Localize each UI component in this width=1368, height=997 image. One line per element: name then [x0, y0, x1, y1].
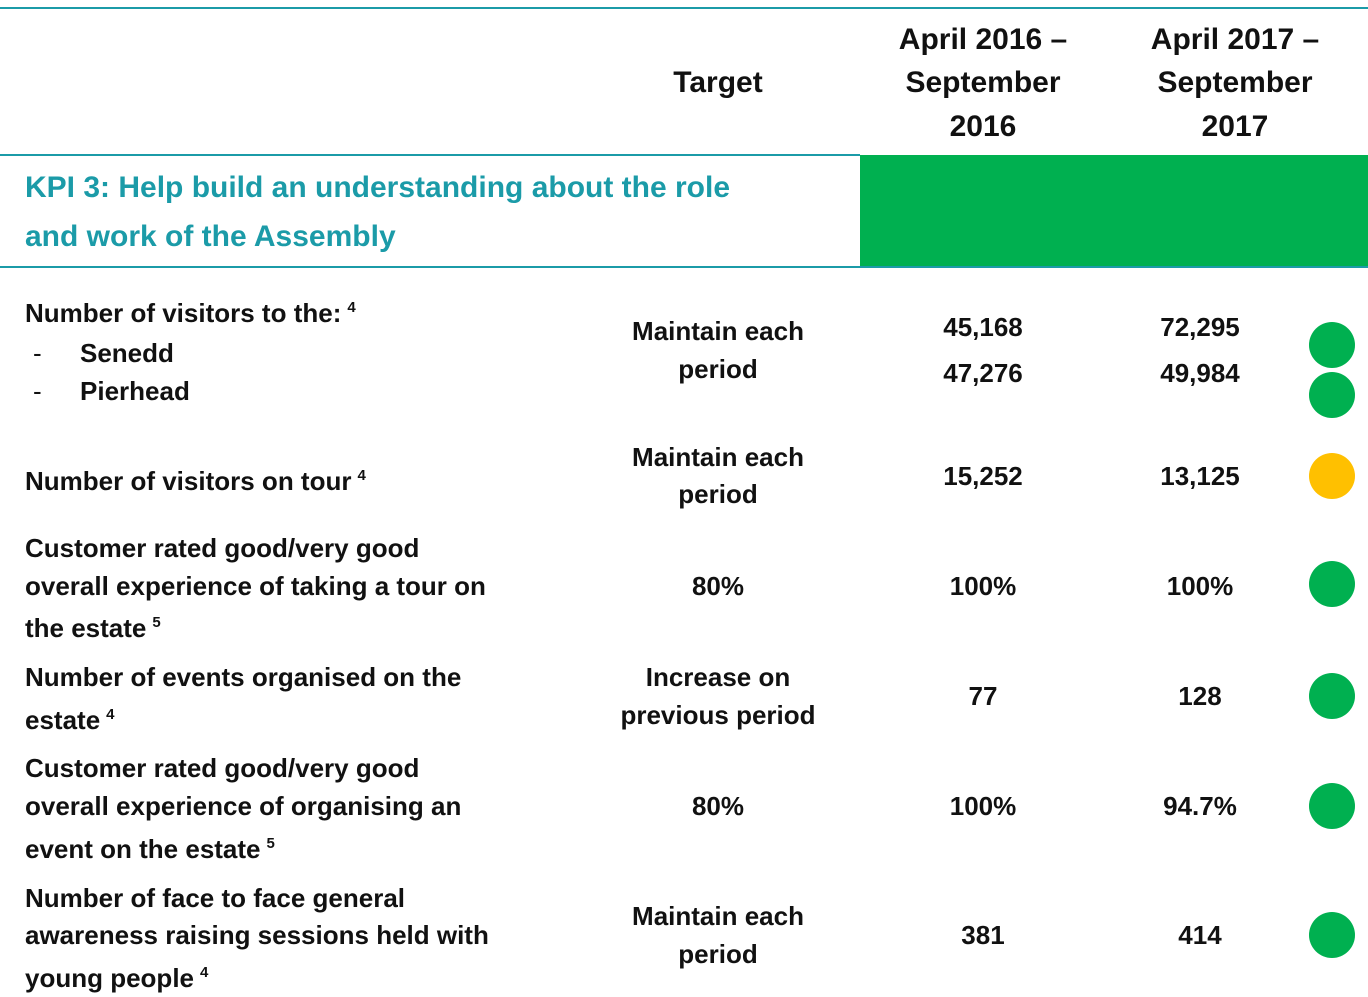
target: Maintain each	[632, 316, 804, 346]
row-label: Customer rated good/very good	[25, 753, 420, 783]
row-label: Customer rated good/very good	[25, 533, 420, 563]
value-2016: 15,252	[943, 461, 1023, 491]
section-title: KPI 3: Help build an understanding about…	[25, 171, 731, 204]
header-cell: September	[905, 66, 1061, 99]
row-item: Senedd	[80, 338, 174, 368]
value-2017: 414	[1178, 920, 1222, 950]
target: period	[678, 479, 758, 509]
status-dot	[1309, 561, 1355, 607]
header-cell: 2016	[949, 110, 1017, 143]
value-2017: 94.7%	[1163, 791, 1237, 821]
status-dot	[1309, 322, 1355, 368]
status-dot	[1309, 453, 1355, 499]
status-dot	[1309, 912, 1355, 958]
value-2017: 72,295	[1160, 312, 1240, 342]
footnote: 5	[152, 614, 161, 631]
section-band	[860, 155, 1368, 267]
value-2016: 381	[961, 920, 1005, 950]
footnote: 4	[200, 964, 209, 981]
row-label: awareness raising sessions held with	[25, 920, 489, 950]
header-rule	[0, 154, 860, 156]
row-label: Number of face to face general	[25, 883, 405, 913]
value-2017: 100%	[1166, 571, 1234, 601]
row-label: Number of visitors on tour 4	[25, 466, 366, 496]
target: Maintain each	[632, 901, 804, 931]
header-cell: 2017	[1201, 110, 1269, 143]
target: previous period	[620, 700, 816, 730]
value-2016: 77	[968, 681, 998, 711]
target: Maintain each	[632, 442, 804, 472]
header-cell: April 2016 –	[898, 23, 1068, 56]
target: period	[678, 939, 758, 969]
row-label: young people 4	[25, 963, 209, 993]
row-label: the estate 5	[25, 613, 161, 643]
target: Increase on	[645, 662, 791, 692]
footnote: 4	[106, 706, 115, 723]
value-2017: 49,984	[1160, 358, 1240, 388]
bullet: -	[33, 376, 42, 406]
value-2016: 47,276	[943, 358, 1023, 388]
target: 80%	[691, 571, 745, 601]
header-cell: September	[1157, 66, 1313, 99]
target: 80%	[691, 791, 745, 821]
bullet: -	[33, 338, 42, 368]
value-2016: 100%	[949, 571, 1017, 601]
value-2017: 128	[1178, 681, 1222, 711]
row-label: Number of visitors to the: 4	[25, 298, 356, 328]
row-label: estate 4	[25, 705, 115, 735]
status-dot	[1309, 783, 1355, 829]
status-dot	[1309, 673, 1355, 719]
row-label: overall experience of organising an	[25, 791, 462, 821]
section-rule	[0, 266, 1368, 268]
value-2017: 13,125	[1160, 461, 1240, 491]
header-cell: Target	[673, 66, 763, 99]
value-2016: 45,168	[943, 312, 1023, 342]
section-title: and work of the Assembly	[25, 220, 396, 253]
row-label: event on the estate 5	[25, 834, 275, 864]
target: period	[678, 354, 758, 384]
footnote: 4	[347, 299, 356, 316]
status-dot	[1309, 372, 1355, 418]
value-2016: 100%	[949, 791, 1017, 821]
header-cell: April 2017 –	[1150, 23, 1320, 56]
top-rule	[0, 7, 1368, 9]
footnote: 5	[266, 835, 275, 852]
footnote: 4	[357, 467, 366, 484]
row-label: overall experience of taking a tour on	[25, 571, 486, 601]
row-label: Number of events organised on the	[25, 662, 462, 692]
row-item: Pierhead	[80, 376, 190, 406]
